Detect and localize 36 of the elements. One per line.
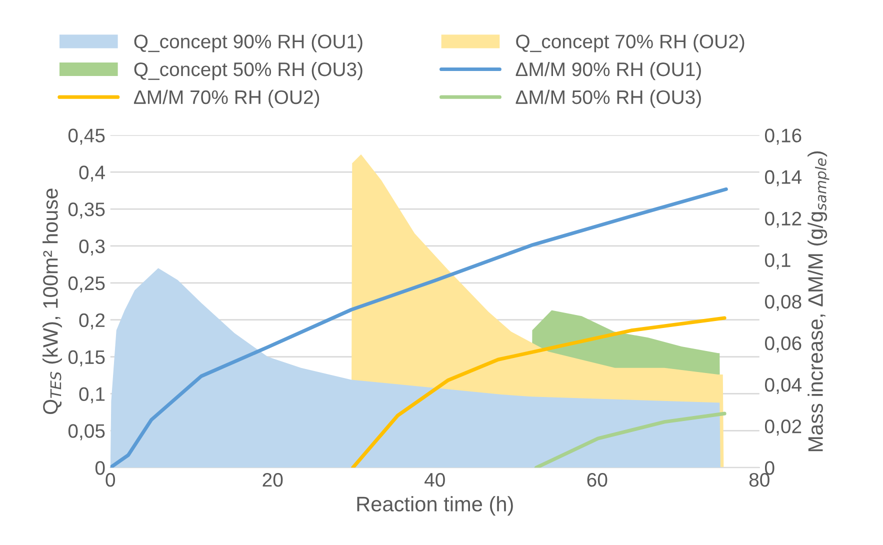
legend-label: ΔM/M 70% RH (OU2) bbox=[134, 90, 320, 108]
y2-tick-label: 0,16 bbox=[765, 128, 802, 145]
y-tick-label: 0 bbox=[95, 461, 105, 475]
y2-tick-label: 0,02 bbox=[765, 420, 802, 436]
y-tick-label: 0,2 bbox=[79, 313, 105, 330]
y-tick-label: 0,45 bbox=[68, 128, 105, 145]
y2-tick-label: 0,14 bbox=[765, 170, 802, 186]
y-tick-label: 0,25 bbox=[68, 276, 105, 292]
x-tick-label: 0 bbox=[106, 472, 116, 487]
x-axis-title: Reaction time (h) bbox=[357, 496, 513, 516]
y-tick-label: 0,1 bbox=[79, 387, 105, 404]
y2-tick-label: 0,08 bbox=[765, 294, 802, 311]
y2-tick-label: 0,06 bbox=[765, 336, 802, 352]
y-tick-label: 0,05 bbox=[68, 424, 105, 440]
y2-tick-label: 0,04 bbox=[765, 378, 802, 394]
y-tick-label: 0,3 bbox=[79, 239, 105, 256]
line-series bbox=[110, 187, 728, 468]
legend-label: Q_concept 50% RH (OU3) bbox=[134, 62, 362, 80]
x-tick-label: 40 bbox=[424, 472, 445, 487]
y-tick-label: 0,4 bbox=[79, 166, 105, 182]
y2-tick-label: 0,1 bbox=[765, 253, 790, 270]
legend-label: ΔM/M 50% RH (OU3) bbox=[516, 90, 701, 108]
x-tick-label: 20 bbox=[262, 472, 283, 487]
y-tick-label: 0,35 bbox=[68, 202, 105, 219]
x-tick-label: 80 bbox=[749, 472, 770, 487]
y2-tick-label: 0,12 bbox=[765, 212, 802, 228]
y2-tick-label: 0 bbox=[765, 461, 774, 475]
y-axis-title: Q$_{TES}$ (kW), 100m² house bbox=[42, 188, 62, 414]
legend-label: Q_concept 90% RH (OU1) bbox=[134, 34, 362, 52]
legend-label: ΔM/M 90% RH (OU1) bbox=[516, 62, 701, 80]
y2-axis-title: Mass increase, ΔM/M (g/g$_{sample}$) bbox=[808, 151, 830, 452]
line-series bbox=[351, 316, 726, 468]
legend-label: Q_concept 70% RH (OU2) bbox=[516, 34, 744, 52]
x-tick-label: 60 bbox=[587, 472, 608, 487]
line-series bbox=[534, 412, 726, 468]
y-tick-label: 0,15 bbox=[68, 350, 105, 366]
